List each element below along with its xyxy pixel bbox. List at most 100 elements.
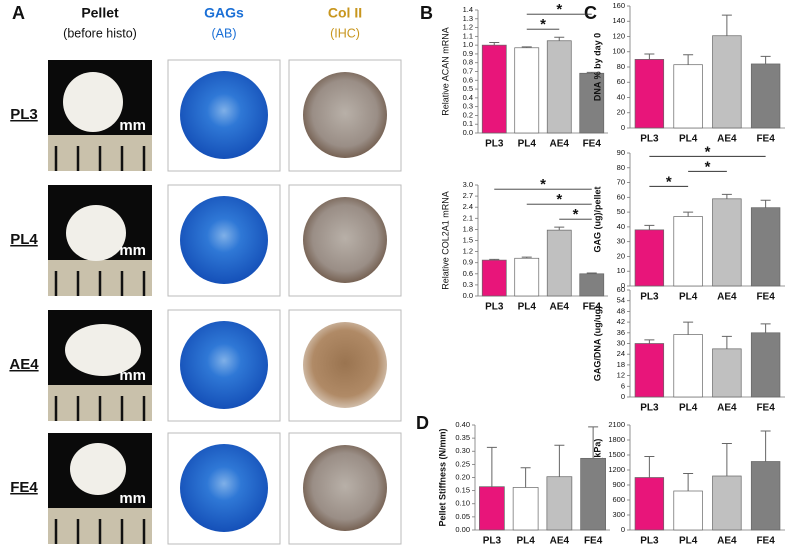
- bar: [546, 476, 573, 531]
- y-tick-label: 6: [621, 381, 625, 390]
- x-tick-label: AE4: [550, 302, 570, 313]
- x-tick-label: FE4: [584, 536, 603, 547]
- y-tick-label: 1.3: [463, 14, 473, 23]
- bar: [634, 59, 665, 129]
- panel-label: A: [12, 3, 25, 23]
- y-tick-label: 0.30: [455, 446, 470, 455]
- x-tick-label: FE4: [756, 292, 775, 303]
- x-tick-label: FE4: [756, 403, 775, 414]
- y-tick-label: 54: [617, 296, 625, 305]
- x-tick-label: PL4: [679, 292, 698, 303]
- column-subtitle: (before histo): [63, 26, 137, 40]
- x-tick-label: PL3: [483, 536, 502, 547]
- y-axis-label: Relative COL2A1 mRNA: [440, 191, 450, 290]
- y-tick-label: 90: [617, 148, 625, 157]
- column-title: Pellet: [81, 5, 119, 21]
- y-tick-label: 0.9: [463, 258, 473, 267]
- stained-section: [180, 71, 268, 159]
- error-bar: [588, 426, 599, 459]
- column-title: GAGs: [204, 5, 244, 21]
- bar: [712, 35, 742, 129]
- bar: [634, 477, 665, 531]
- y-tick-label: 0.15: [455, 486, 470, 495]
- bar: [712, 348, 742, 398]
- y-tick-label: 600: [612, 495, 625, 504]
- error-bar: [644, 53, 655, 60]
- y-tick-label: 30: [617, 237, 625, 246]
- y-tick-label: 20: [617, 251, 625, 260]
- y-tick-label: 120: [612, 31, 625, 40]
- significance-label: *: [556, 191, 562, 208]
- bar: [546, 229, 572, 297]
- y-tick-label: 0.3: [463, 102, 473, 111]
- stained-section: [180, 321, 268, 409]
- y-tick-label: 160: [612, 1, 625, 10]
- y-tick-label: 40: [617, 92, 625, 101]
- error-bar: [760, 323, 771, 333]
- y-tick-label: 0.3: [463, 280, 473, 289]
- y-tick-label: 0.8: [463, 58, 473, 67]
- y-tick-label: 1200: [608, 465, 625, 474]
- y-tick-label: 1.8: [463, 224, 473, 233]
- column-subtitle: (AB): [212, 26, 237, 40]
- y-tick-label: 0.40: [455, 420, 470, 429]
- x-tick-label: PL4: [679, 536, 698, 547]
- y-tick-label: 0.2: [463, 110, 473, 119]
- stained-section: [303, 197, 387, 283]
- significance-label: *: [540, 16, 546, 33]
- error-bar: [554, 226, 565, 231]
- error-bar: [521, 46, 532, 48]
- bar: [712, 198, 742, 287]
- x-tick-label: PL4: [518, 139, 537, 150]
- error-bar: [644, 456, 655, 478]
- x-tick-label: PL4: [679, 134, 698, 145]
- x-tick-label: AE4: [550, 536, 570, 547]
- bar: [673, 334, 703, 398]
- x-tick-label: PL3: [640, 292, 659, 303]
- error-bar: [554, 444, 565, 477]
- x-tick-label: PL3: [485, 139, 504, 150]
- y-tick-label: 40: [617, 222, 625, 231]
- bar: [546, 40, 572, 134]
- y-tick-label: 140: [612, 16, 625, 25]
- error-bar: [760, 430, 771, 462]
- y-tick-label: 0.4: [463, 93, 473, 102]
- y-tick-label: 20: [617, 108, 625, 117]
- x-tick-label: AE4: [717, 403, 737, 414]
- bar: [634, 229, 665, 287]
- y-tick-label: 50: [617, 207, 625, 216]
- bar: [580, 457, 606, 531]
- scale-label: mm: [119, 242, 146, 259]
- bar: [712, 475, 742, 531]
- y-tick-label: 900: [612, 480, 625, 489]
- y-tick-label: 1500: [608, 450, 625, 459]
- x-tick-label: AE4: [717, 536, 737, 547]
- error-bar: [721, 335, 732, 349]
- error-bar: [683, 321, 694, 335]
- y-tick-label: 0.5: [463, 84, 473, 93]
- y-tick-label: 10: [617, 266, 625, 275]
- error-bar: [520, 467, 531, 488]
- stained-section: [180, 196, 268, 284]
- y-tick-label: 60: [617, 77, 625, 86]
- x-tick-label: PL4: [516, 536, 535, 547]
- bar: [750, 207, 781, 287]
- error-bar: [683, 54, 694, 65]
- y-tick-label: 30: [617, 338, 625, 347]
- y-tick-label: 1800: [608, 435, 625, 444]
- error-bar: [760, 199, 771, 208]
- significance-label: *: [666, 173, 672, 190]
- y-tick-label: 2.1: [463, 213, 473, 222]
- y-tick-label: 0.0: [463, 128, 473, 137]
- pellet: [63, 72, 123, 132]
- y-tick-label: 12: [617, 371, 625, 380]
- column-subtitle: (IHC): [330, 26, 360, 40]
- significance-label: *: [705, 158, 711, 175]
- row-label: PL3: [10, 106, 38, 123]
- x-tick-label: FE4: [756, 134, 775, 145]
- bar: [673, 64, 703, 129]
- error-bar: [644, 224, 655, 230]
- row-label: AE4: [9, 356, 39, 373]
- y-axis-label: Relative ACAN mRNA: [440, 27, 450, 116]
- bar: [514, 47, 540, 134]
